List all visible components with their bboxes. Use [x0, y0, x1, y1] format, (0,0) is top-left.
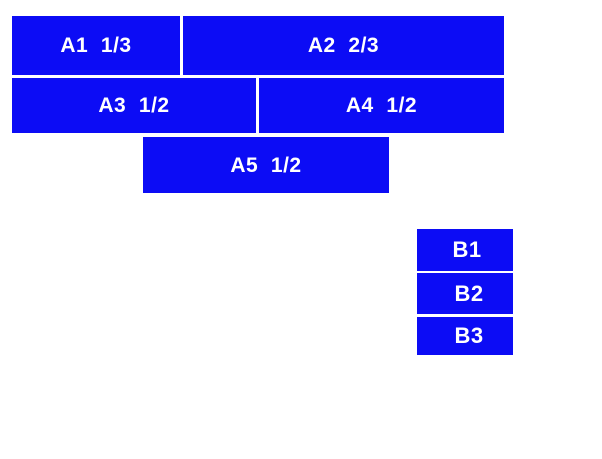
box-b3-label: B3	[454, 323, 484, 348]
box-a3-label: A3 1/2	[98, 94, 170, 117]
box-b1-label: B1	[452, 237, 482, 262]
box-a5-label: A5 1/2	[230, 153, 302, 177]
box-a1[interactable]: A1 1/3	[12, 16, 180, 75]
box-a1-label: A1 1/3	[60, 34, 132, 57]
box-a2[interactable]: A2 2/3	[183, 16, 504, 75]
box-a4[interactable]: A4 1/2	[259, 78, 504, 133]
box-b3[interactable]: B3	[417, 317, 513, 355]
box-b2[interactable]: B2	[417, 273, 513, 314]
box-b2-label: B2	[454, 280, 484, 306]
box-a4-label: A4 1/2	[345, 94, 418, 117]
box-a5[interactable]: A5 1/2	[143, 137, 389, 193]
box-a2-label: A2 2/3	[307, 34, 380, 57]
box-a3[interactable]: A3 1/2	[12, 78, 256, 133]
box-b1[interactable]: B1	[417, 229, 513, 271]
